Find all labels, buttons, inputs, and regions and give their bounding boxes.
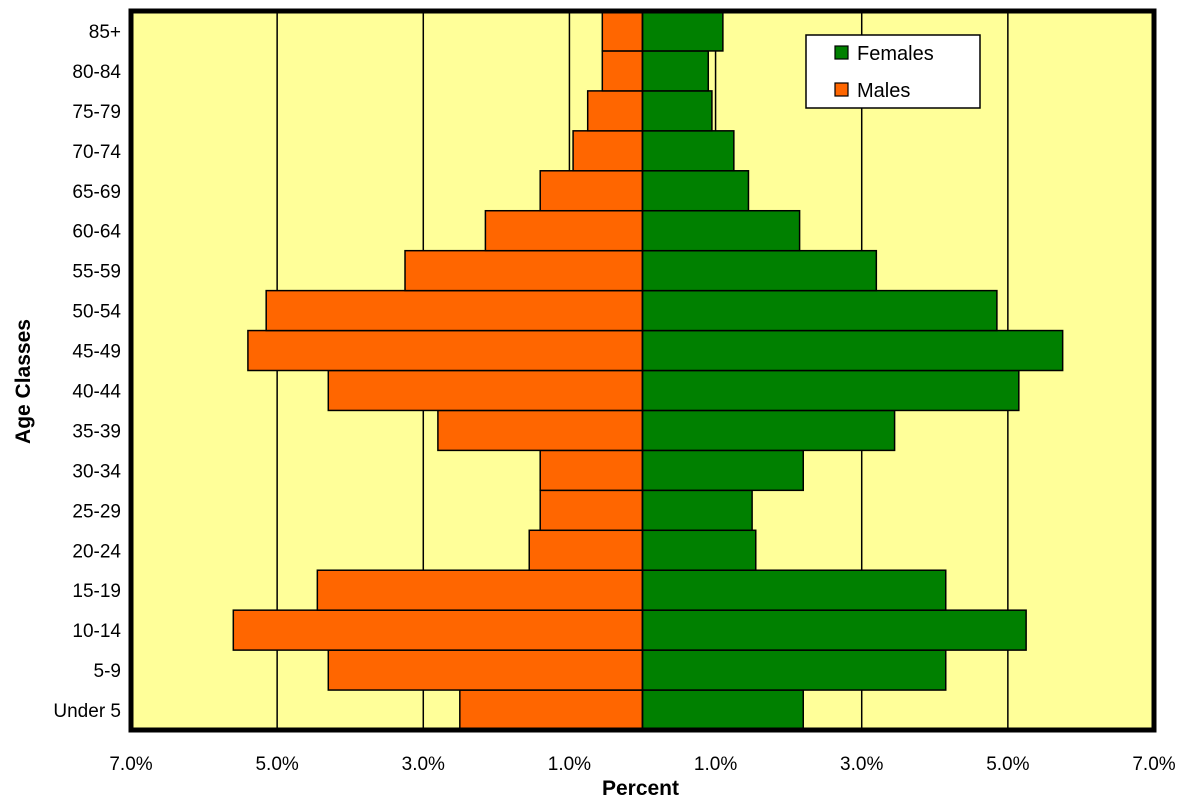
bar-males-under-5 (459, 689, 644, 731)
bar-males-65-69 (539, 170, 644, 212)
y-tick-label: 10-14 (72, 621, 121, 642)
y-tick-label: Under 5 (53, 701, 121, 722)
bar-females-55-59 (641, 249, 878, 292)
y-tick-label: 70-74 (72, 142, 121, 163)
y-tick-label: 85+ (89, 22, 121, 43)
bar-males-50-54 (265, 289, 644, 332)
y-tick-label: 60-64 (72, 222, 121, 243)
bar-females-70-74 (641, 130, 735, 172)
y-tick-label: 35-39 (72, 421, 121, 442)
y-tick-label: 75-79 (72, 102, 121, 123)
y-tick-label: 20-24 (72, 541, 121, 562)
legend-label-females: Females (857, 43, 934, 65)
y-tick-label: 55-59 (72, 262, 121, 283)
bar-females-15-19 (641, 569, 947, 611)
bar-females-35-39 (641, 409, 896, 452)
bar-males-60-64 (484, 209, 644, 252)
bar-males-5-9 (327, 649, 644, 691)
x-tick-label: 1.0% (694, 754, 737, 775)
bar-females-under-5 (641, 689, 805, 731)
bar-males-40-44 (327, 369, 644, 412)
legend-swatch-females (834, 45, 849, 60)
bar-males-45-49 (247, 329, 644, 372)
x-tick-label: 7.0% (109, 754, 152, 775)
bar-females-65-69 (641, 170, 750, 212)
y-tick-label: 15-19 (72, 581, 121, 602)
bar-males-35-39 (437, 409, 644, 452)
x-axis-title: Percent (602, 777, 679, 799)
plot-border (128, 8, 1157, 733)
bar-females-30-34 (641, 449, 805, 492)
y-tick-label: 25-29 (72, 501, 121, 522)
y-tick-label: 65-69 (72, 182, 121, 203)
bar-males-80-84 (601, 50, 644, 92)
y-tick-label: 45-49 (72, 342, 121, 363)
bar-females-45-49 (641, 329, 1064, 372)
x-tick-label: 5.0% (986, 754, 1029, 775)
bar-females-25-29 (641, 489, 753, 532)
y-tick-label: 30-34 (72, 461, 121, 482)
y-tick-labels: Under 5 5-9 10-14 15-19 20-24 25-29 30-34 35-39… (53, 22, 121, 722)
legend: Females Males (805, 34, 981, 109)
y-axis-title: Age Classes (12, 319, 35, 444)
x-tick-label: 3.0% (402, 754, 445, 775)
bar-males-25-29 (539, 489, 644, 532)
bar-females-40-44 (641, 369, 1020, 412)
bar-males-75-79 (586, 90, 644, 132)
x-tick-label: 5.0% (255, 754, 298, 775)
bar-females-10-14 (641, 609, 1027, 651)
legend-label-males: Males (857, 80, 910, 102)
bar-males-55-59 (404, 249, 644, 292)
bar-females-80-84 (641, 50, 710, 92)
x-tick-labels: 7.0% 5.0% 3.0% 1.0% 1.0% 3.0% 5.0% 7.0% (109, 754, 1175, 775)
x-tick-label: 1.0% (548, 754, 591, 775)
bar-females-5-9 (641, 649, 947, 691)
y-tick-label: 40-44 (72, 381, 121, 402)
bar-females-75-79 (641, 90, 713, 132)
bar-males-10-14 (232, 609, 644, 651)
bar-males-70-74 (572, 130, 644, 172)
bar-females-85+ (641, 10, 724, 52)
bar-males-20-24 (528, 529, 644, 571)
bar-males-30-34 (539, 449, 644, 492)
y-tick-label: 5-9 (94, 661, 121, 682)
bar-females-50-54 (641, 289, 998, 332)
bar-males-85+ (601, 10, 644, 52)
y-tick-label: 50-54 (72, 302, 121, 323)
bar-males-15-19 (316, 569, 644, 611)
legend-swatch-males (834, 82, 849, 97)
bar-females-60-64 (641, 209, 801, 252)
x-tick-label: 7.0% (1132, 754, 1175, 775)
x-tick-label: 3.0% (840, 754, 883, 775)
bar-females-20-24 (641, 529, 757, 571)
y-tick-label: 80-84 (72, 62, 121, 83)
